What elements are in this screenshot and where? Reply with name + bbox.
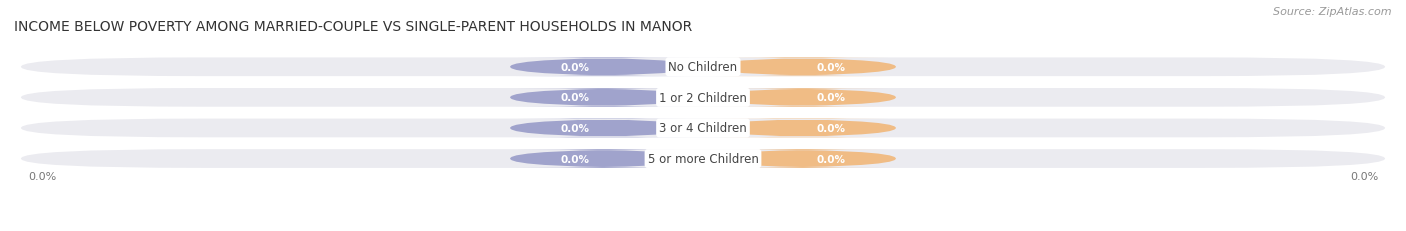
Text: 0.0%: 0.0% bbox=[561, 154, 589, 164]
FancyBboxPatch shape bbox=[710, 149, 896, 168]
FancyBboxPatch shape bbox=[21, 119, 1385, 138]
Text: Source: ZipAtlas.com: Source: ZipAtlas.com bbox=[1274, 7, 1392, 17]
Text: 0.0%: 0.0% bbox=[561, 123, 589, 133]
Text: 0.0%: 0.0% bbox=[28, 172, 56, 182]
FancyBboxPatch shape bbox=[710, 58, 896, 77]
Text: 0.0%: 0.0% bbox=[561, 63, 589, 73]
Text: 1 or 2 Children: 1 or 2 Children bbox=[659, 91, 747, 104]
Text: 0.0%: 0.0% bbox=[817, 123, 845, 133]
FancyBboxPatch shape bbox=[510, 58, 696, 77]
FancyBboxPatch shape bbox=[710, 119, 896, 138]
FancyBboxPatch shape bbox=[510, 119, 696, 138]
Text: 0.0%: 0.0% bbox=[817, 154, 845, 164]
Text: INCOME BELOW POVERTY AMONG MARRIED-COUPLE VS SINGLE-PARENT HOUSEHOLDS IN MANOR: INCOME BELOW POVERTY AMONG MARRIED-COUPL… bbox=[14, 20, 692, 33]
Text: 0.0%: 0.0% bbox=[561, 93, 589, 103]
Text: 0.0%: 0.0% bbox=[817, 93, 845, 103]
FancyBboxPatch shape bbox=[21, 149, 1385, 168]
FancyBboxPatch shape bbox=[510, 149, 696, 168]
Text: 5 or more Children: 5 or more Children bbox=[648, 152, 758, 165]
FancyBboxPatch shape bbox=[710, 89, 896, 107]
Text: 0.0%: 0.0% bbox=[817, 63, 845, 73]
Text: 3 or 4 Children: 3 or 4 Children bbox=[659, 122, 747, 135]
Text: No Children: No Children bbox=[668, 61, 738, 74]
Text: 0.0%: 0.0% bbox=[1350, 172, 1378, 182]
FancyBboxPatch shape bbox=[21, 89, 1385, 107]
FancyBboxPatch shape bbox=[21, 58, 1385, 77]
FancyBboxPatch shape bbox=[510, 89, 696, 107]
